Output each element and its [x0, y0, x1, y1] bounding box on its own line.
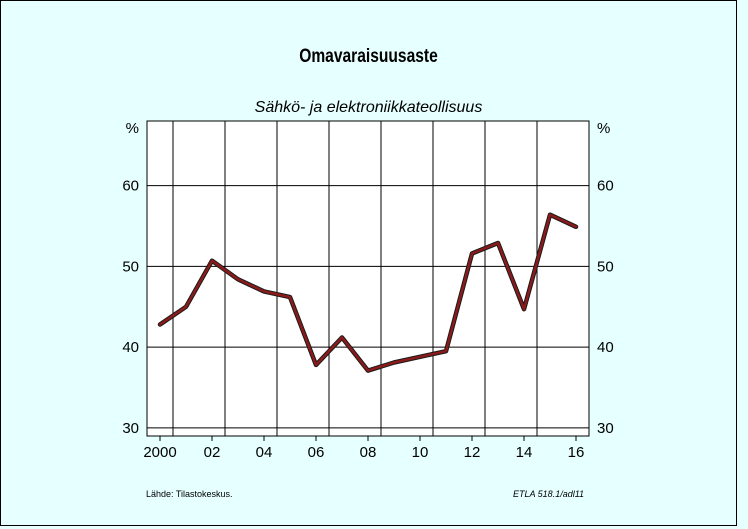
chart-title: Omavaraisuusaste [299, 46, 438, 67]
data-point-2015 [548, 213, 552, 216]
x-tick-label-2010: 10 [412, 444, 429, 461]
data-point-2016 [574, 225, 578, 229]
y-tick-label-left-50: 50 [122, 258, 139, 275]
data-point-2008 [366, 369, 370, 372]
data-point-2006 [314, 363, 318, 367]
y-tick-label-left-40: 40 [122, 339, 139, 356]
data-point-2002 [210, 259, 214, 262]
x-tick-label-2008: 08 [360, 444, 377, 461]
y-tick-label-right-60: 60 [597, 178, 614, 195]
y-tick-label-right-40: 40 [597, 339, 614, 356]
source-note: Lähde: Tilastokeskus. [146, 489, 233, 499]
data-point-2000 [158, 323, 162, 326]
data-point-2004 [262, 290, 266, 293]
y-tick-label-right-50: 50 [597, 258, 614, 275]
y-axis-unit-left: % [126, 120, 139, 137]
x-tick-label-2002: 02 [204, 444, 221, 461]
x-tick-label-2006: 06 [308, 444, 325, 461]
data-point-2011 [444, 349, 448, 353]
x-tick-label-2004: 04 [256, 444, 273, 461]
data-point-2012 [470, 252, 474, 255]
data-point-2014 [522, 307, 526, 311]
y-tick-label-left-30: 30 [122, 420, 139, 437]
x-tick-label-2016: 16 [568, 444, 585, 461]
plot-area [146, 120, 590, 437]
data-point-2007 [340, 336, 344, 339]
y-tick-label-right-30: 30 [597, 420, 614, 437]
chart-subtitle: Sähkö- ja elektroniikkateollisuus [254, 99, 483, 116]
data-point-2005 [288, 295, 292, 299]
data-point-2010 [418, 355, 422, 359]
y-axis-unit-right: % [597, 120, 610, 137]
data-point-2013 [496, 241, 500, 245]
data-point-2001 [184, 305, 188, 308]
data-point-2009 [392, 361, 396, 364]
y-tick-label-left-60: 60 [122, 178, 139, 195]
data-point-2003 [236, 278, 240, 281]
x-tick-label-2014: 14 [516, 444, 533, 461]
chart-code: ETLA 518.1/adl11 [513, 489, 585, 499]
x-tick-label-2000: 2000 [143, 444, 176, 461]
x-tick-label-2012: 12 [464, 444, 481, 461]
chart-frame [0, 0, 737, 526]
